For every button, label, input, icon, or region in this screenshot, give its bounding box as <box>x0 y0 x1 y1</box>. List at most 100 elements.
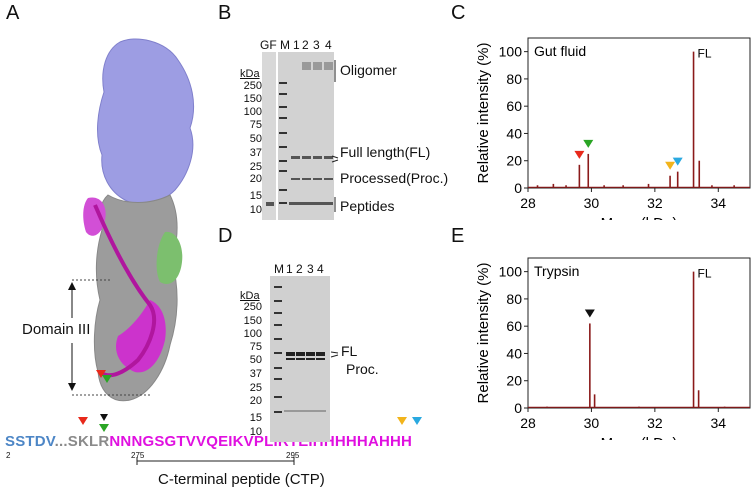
cleavage-marker-triangle <box>665 161 676 170</box>
lane-label-1: 1 <box>293 38 300 52</box>
cleavage-marker-triangle <box>583 139 594 148</box>
cleavage-marker-triangle <box>584 309 595 318</box>
y-tick-label: 80 <box>506 291 522 307</box>
domain-iii-label: Domain III <box>22 321 91 338</box>
x-tick-label: 28 <box>520 195 536 211</box>
panel-d-label: D <box>218 225 233 247</box>
sequence-position-295: 295 <box>286 451 300 460</box>
protein-structure-image <box>68 38 195 402</box>
sequence-grey: SKLR <box>67 433 110 450</box>
sequence-dots: ... <box>54 433 68 450</box>
annotation-full-length: Full length(FL) <box>340 144 431 160</box>
peak-label-fl: FL <box>698 267 712 281</box>
mw-marker-label: 250 <box>243 80 262 92</box>
mw-marker-label: 15 <box>249 190 262 202</box>
y-axis-label: Relative intensity (%) <box>475 43 492 184</box>
lane-label-d-3: 3 <box>307 262 314 276</box>
mw-marker-label: 20 <box>249 173 262 185</box>
ctp-label: C-terminal peptide (CTP) <box>158 471 325 488</box>
lane-label-m: M <box>280 38 290 52</box>
mw-marker-label: 75 <box>249 119 262 131</box>
annotation-oligomer: Oligomer <box>340 62 397 78</box>
structure-patch-magenta-upper <box>83 197 106 236</box>
lane-label-4: 4 <box>325 38 332 52</box>
sequence-blue: SSTDV <box>5 433 55 450</box>
annotation-brackets-d <box>330 351 339 358</box>
lane-label-gf: GF <box>260 38 277 52</box>
lane-label-d-1: 1 <box>286 262 293 276</box>
x-tick-label: 28 <box>520 415 536 431</box>
x-tick-label: 34 <box>710 415 726 431</box>
x-axis-label: Mass (kDa) <box>601 435 678 440</box>
x-tick-label: 34 <box>710 195 726 211</box>
structure-domain-blue <box>97 38 195 205</box>
mw-marker-label: 25 <box>249 382 262 394</box>
y-tick-label: 40 <box>506 345 522 361</box>
annotation-processed: Processed(Proc.) <box>340 170 449 186</box>
lane-label-2: 2 <box>302 38 309 52</box>
annotation-d-fl: FL <box>341 343 358 359</box>
cleavage-marker-triangle <box>574 150 585 159</box>
kda-label-b: kDa <box>240 68 260 80</box>
lane-label-d-m: M <box>274 262 284 276</box>
peak-label-fl: FL <box>698 47 712 61</box>
mw-marker-label: 20 <box>249 395 262 407</box>
annotation-brackets-b <box>331 60 339 212</box>
y-tick-label: 80 <box>506 71 522 87</box>
mw-marker-label: 37 <box>249 368 262 380</box>
annotation-d-proc: Proc. <box>346 361 379 377</box>
x-axis-label: Mass (kDa) <box>601 215 678 220</box>
sequence-position-start: 2 <box>6 451 11 460</box>
mw-marker-label: 150 <box>243 315 262 327</box>
plot-frame <box>527 37 751 189</box>
mw-marker-label: 100 <box>243 106 262 118</box>
mw-marker-label: 75 <box>249 341 262 353</box>
mw-marker-label: 250 <box>243 301 262 313</box>
panel-c-label: C <box>451 2 466 24</box>
mw-marker-label: 15 <box>249 412 262 424</box>
cleavage-marker-triangle <box>672 157 683 166</box>
mw-marker-label: 50 <box>249 133 262 145</box>
y-tick-label: 60 <box>506 318 522 334</box>
y-axis-label: Relative intensity (%) <box>475 263 492 404</box>
y-tick-label: 20 <box>506 153 522 169</box>
mw-marker-label: 100 <box>243 328 262 340</box>
lane-label-3: 3 <box>313 38 320 52</box>
mw-marker-label: 10 <box>249 426 262 438</box>
y-tick-label: 0 <box>514 400 522 416</box>
panel-e-label: E <box>451 225 465 247</box>
x-tick-label: 30 <box>584 415 600 431</box>
ctp-sequence: SSTDV...SKLRNNNGSGTVVQEIKVPLIRTEIHHHHHAH… <box>5 433 412 450</box>
ctp-bracket <box>136 457 295 465</box>
chart-title: Gut fluid <box>534 43 586 59</box>
mw-marker-label: 150 <box>243 93 262 105</box>
kda-label-d: kDa <box>240 290 260 302</box>
structure-ctp-ribbon <box>93 204 156 378</box>
sequence-cleavage-markers <box>78 414 422 432</box>
plot-frame <box>527 257 751 409</box>
x-tick-label: 32 <box>647 195 663 211</box>
lane-label-d-2: 2 <box>296 262 303 276</box>
chart-title: Trypsin <box>534 263 579 279</box>
sequence-position-275: 275 <box>131 451 145 460</box>
annotation-peptides: Peptides <box>340 198 395 214</box>
x-tick-label: 30 <box>584 195 600 211</box>
chart-gut-fluid: 0 20 40 60 80 100 28 30 32 34 Mass (kDa) Relative i… <box>475 37 751 220</box>
y-tick-label: 100 <box>499 44 523 60</box>
y-tick-label: 40 <box>506 125 522 141</box>
mw-marker-label: 50 <box>249 354 262 366</box>
chart-trypsin: 0 20 40 60 80 100 28 30 32 34 Mass (kDa) Relative i… <box>475 257 751 440</box>
gel-image-d <box>270 276 330 442</box>
lane-label-d-4: 4 <box>317 262 324 276</box>
y-tick-label: 100 <box>499 264 523 280</box>
y-tick-label: 0 <box>514 180 522 196</box>
gel-image-b <box>262 52 334 220</box>
sequence-magenta: NNNGSGTVVQEIKVPLIRTEIHHHHHAHHH <box>109 433 413 450</box>
mw-marker-label: 25 <box>249 161 262 173</box>
y-tick-label: 20 <box>506 373 522 389</box>
mw-marker-label: 37 <box>249 147 262 159</box>
mw-marker-label: 10 <box>249 204 262 216</box>
panel-a-label: A <box>6 2 20 24</box>
y-tick-label: 60 <box>506 98 522 114</box>
